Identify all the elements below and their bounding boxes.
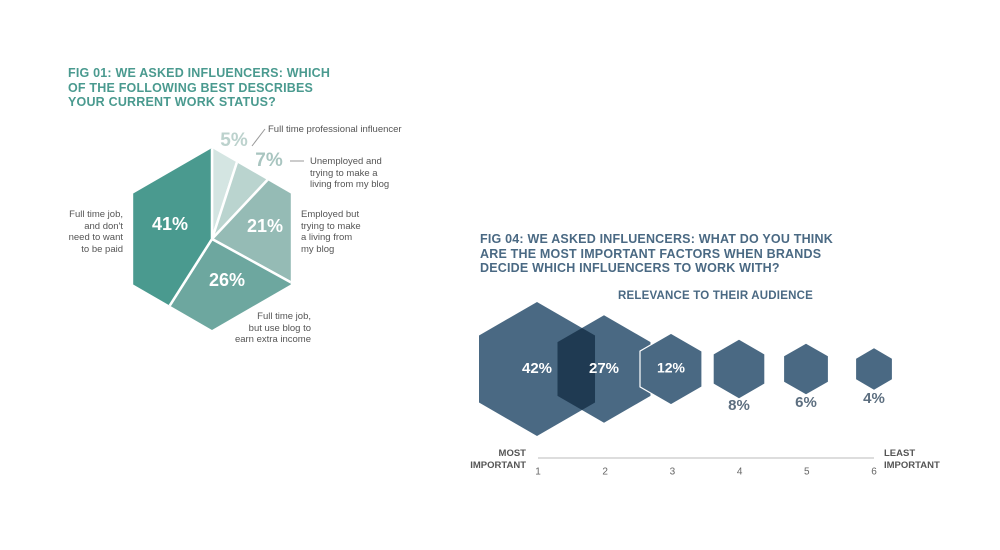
pie-value-unemployed: 7% bbox=[255, 150, 283, 171]
pie-label-full-time-professional: Full time professional influencer bbox=[268, 124, 402, 135]
axis-tick-2: 2 bbox=[602, 467, 608, 478]
axis-tick-3: 3 bbox=[670, 467, 676, 478]
axis-least-important-label: LEAST IMPORTANT bbox=[884, 448, 940, 471]
axis-tick-5: 5 bbox=[804, 467, 810, 478]
pie-value-full-time-extra-income: 26% bbox=[209, 270, 245, 290]
bubble-hexagon-3 bbox=[639, 332, 703, 406]
bubble-hexagon-4 bbox=[713, 339, 765, 399]
fig01-title: FIG 01: WE ASKED INFLUENCERS: WHICH OF T… bbox=[68, 66, 331, 109]
bubble-value-3: 12% bbox=[657, 360, 686, 376]
axis-most-important-label: MOST IMPORTANT bbox=[470, 448, 526, 471]
pie-value-employed: 21% bbox=[247, 216, 283, 236]
bubble-hexagon-1 bbox=[479, 302, 595, 436]
axis-tick-6: 6 bbox=[871, 467, 877, 478]
pie-label-unemployed: Unemployed and trying to make a living f… bbox=[310, 156, 390, 190]
fig04-subtitle: RELEVANCE TO THEIR AUDIENCE bbox=[618, 290, 813, 302]
pie-value-full-time-job: 41% bbox=[152, 214, 188, 234]
bubble-value-1: 42% bbox=[522, 360, 552, 377]
bubble-value-5: 6% bbox=[795, 394, 817, 411]
bubble-value-6: 4% bbox=[863, 390, 885, 407]
bubble-hexagon-6 bbox=[856, 348, 892, 390]
bubble-value-4: 8% bbox=[728, 397, 750, 414]
pie-label-full-time-job: Full time job, and don't need to want to… bbox=[68, 209, 123, 255]
bubble-value-2: 27% bbox=[589, 360, 619, 377]
fig04-title: FIG 04: WE ASKED INFLUENCERS: WHAT DO YO… bbox=[480, 232, 833, 275]
bubble-overlap bbox=[557, 315, 596, 423]
axis-tick-4: 4 bbox=[737, 467, 743, 478]
pie-label-employed: Employed but trying to make a living fro… bbox=[301, 209, 361, 255]
pie-label-full-time-extra-income: Full time job, but use blog to earn extr… bbox=[234, 311, 311, 345]
axis-tick-1: 1 bbox=[535, 467, 541, 478]
leader-line-full-time-professional bbox=[251, 128, 266, 147]
pie-value-full-time-professional: 5% bbox=[220, 130, 248, 151]
pie-slice-employed bbox=[209, 148, 291, 316]
bubble-hexagon-5 bbox=[784, 343, 828, 395]
